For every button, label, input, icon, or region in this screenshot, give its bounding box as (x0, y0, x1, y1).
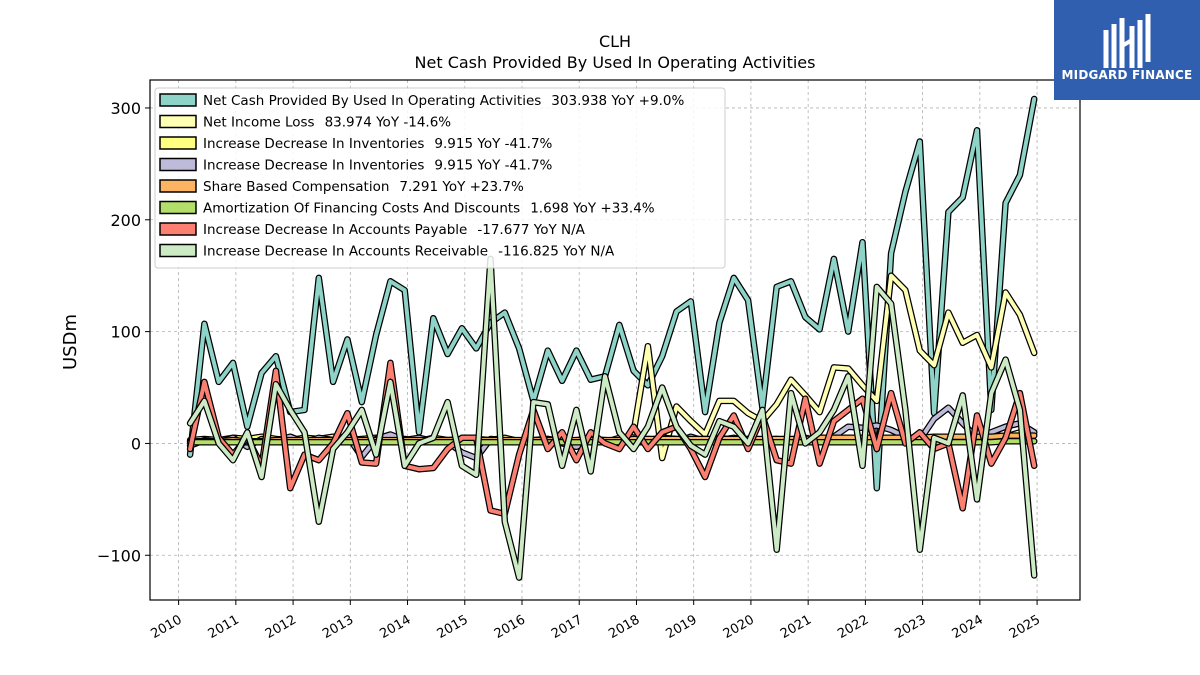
logo-mark-icon (1103, 14, 1151, 68)
series-path (188, 97, 1037, 491)
series-line (186, 255, 1038, 581)
legend-series-name: Increase Decrease In Inventories (203, 158, 424, 174)
chart-title: CLH (599, 32, 631, 51)
legend-series-value: 303.938 YoY +9.0% (551, 93, 684, 109)
legend-series-value: 9.915 YoY -41.7% (434, 136, 552, 152)
legend: Net Cash Provided By Used In Operating A… (154, 87, 726, 269)
y-tick-label: 0 (131, 434, 141, 453)
x-tick-label: 2010 (148, 612, 184, 642)
x-tick-label: 2013 (320, 612, 356, 642)
x-tick-label: 2020 (721, 612, 757, 642)
legend-swatch (159, 243, 197, 258)
legend-swatch (159, 93, 197, 107)
midgard-finance-logo: MIDGARD FINANCE (1054, 0, 1200, 100)
legend-series-name: Net Income Loss (203, 115, 315, 131)
legend-series-name: Increase Decrease In Inventories (203, 136, 424, 152)
legend-series-name: Net Cash Provided By Used In Operating A… (203, 93, 541, 109)
legend-entry: Net Income Loss 83.974 YoY -14.6% (203, 115, 451, 131)
x-tick-label: 2022 (835, 612, 871, 642)
x-tick-label: 2023 (892, 612, 928, 642)
y-tick-label: 300 (110, 99, 141, 118)
x-tick-label: 2024 (950, 612, 986, 642)
legend-entry: Net Cash Provided By Used In Operating A… (203, 93, 684, 109)
series-line (630, 272, 1038, 462)
legend-series-value: 9.915 YoY -41.7% (434, 158, 552, 174)
legend-series-value: 7.291 YoY +23.7% (399, 179, 524, 195)
legend-series-name: Share Based Compensation (203, 179, 389, 195)
x-tick-label: 2015 (435, 612, 471, 642)
x-tick-label: 2021 (778, 612, 814, 642)
series-line (186, 95, 1038, 492)
series-line (186, 359, 1038, 518)
legend-series-name: Amortization Of Financing Costs And Disc… (203, 201, 520, 217)
series-path (188, 256, 1037, 580)
legend-entry: Amortization Of Financing Costs And Disc… (203, 201, 655, 217)
legend-box (154, 87, 726, 269)
legend-series-value: -17.677 YoY N/A (477, 222, 585, 238)
x-tick-label: 2016 (492, 612, 528, 642)
x-tick-label: 2019 (664, 612, 700, 642)
y-tick-label: 200 (110, 211, 141, 230)
series-path (188, 360, 1037, 516)
legend-series-value: 1.698 YoY +33.4% (530, 201, 655, 217)
x-tick-label: 2018 (606, 612, 642, 642)
plot-frame (149, 79, 1081, 601)
legend-swatch (159, 157, 197, 172)
legend-entry: Share Based Compensation 7.291 YoY +23.7% (203, 179, 524, 195)
legend-series-name: Increase Decrease In Accounts Payable (203, 222, 467, 238)
x-tick-label: 2012 (263, 612, 299, 642)
legend-swatch (159, 200, 197, 215)
legend-swatch (159, 114, 197, 129)
x-tick-label: 2025 (1007, 612, 1043, 642)
legend-entry: Increase Decrease In Inventories 9.915 Yo… (203, 158, 553, 174)
logo-text: MIDGARD FINANCE (1061, 68, 1193, 82)
legend-entry: Increase Decrease In Accounts Payable -17… (203, 222, 586, 238)
x-tick-label: 2017 (549, 612, 585, 642)
legend-swatch (159, 222, 197, 236)
legend-series-value: -116.825 YoY N/A (498, 244, 615, 260)
x-tick-label: 2014 (377, 612, 413, 642)
chart-subtitle: Net Cash Provided By Used In Operating A… (415, 53, 816, 72)
legend-swatch (159, 179, 197, 193)
legend-entry: Increase Decrease In Accounts Receivable… (203, 244, 615, 260)
y-axis-label: USDm (60, 314, 81, 370)
y-tick-label: −100 (97, 546, 141, 565)
series-layer (186, 95, 1038, 581)
y-tick-label: 100 (110, 323, 141, 342)
legend-entry: Increase Decrease In Inventories 9.915 Yo… (203, 136, 553, 152)
series-path (631, 273, 1037, 460)
legend-series-name: Increase Decrease In Accounts Receivable (203, 244, 488, 260)
legend-swatch (159, 136, 197, 150)
x-tick-label: 2011 (206, 612, 242, 642)
legend-series-value: 83.974 YoY -14.6% (325, 115, 452, 131)
